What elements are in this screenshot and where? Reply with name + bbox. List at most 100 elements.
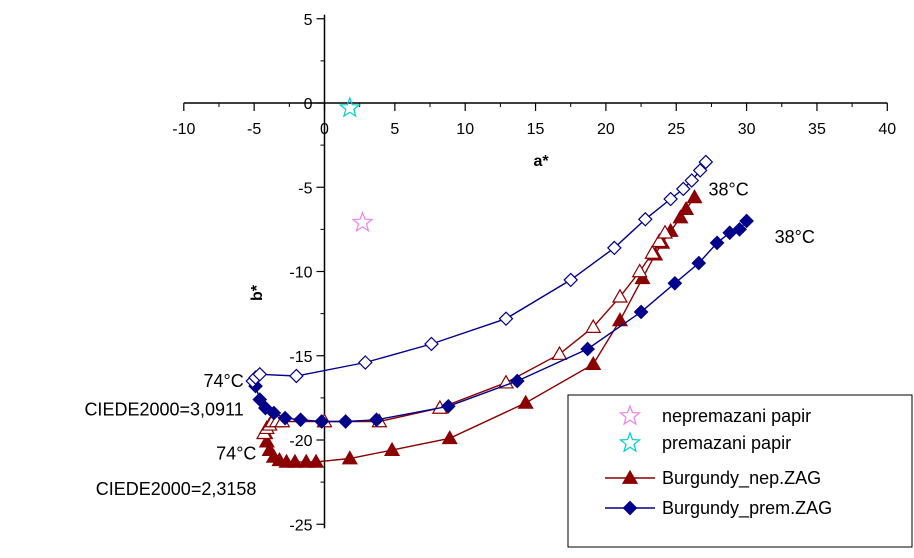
data-point <box>261 441 278 456</box>
data-point <box>686 189 703 204</box>
y-tick-label: -10 <box>289 265 312 282</box>
data-point <box>563 272 579 288</box>
legend-symbol <box>622 500 638 516</box>
data-point <box>606 240 622 256</box>
data-point <box>369 412 384 428</box>
data-point <box>551 345 568 360</box>
x-tick-label: 20 <box>597 121 615 138</box>
legend: nepremazani papir premazani papir Burgundy… <box>567 394 913 548</box>
legend-item-0: nepremazani papir <box>618 404 811 426</box>
data-point <box>314 414 330 429</box>
data-point <box>338 96 361 118</box>
y-tick-label: -25 <box>289 517 312 534</box>
data-point <box>633 304 649 320</box>
y-tick-label: -15 <box>289 349 312 366</box>
data-point <box>384 441 401 456</box>
data-point <box>498 311 514 327</box>
legend-label: premazani papir <box>662 433 791 453</box>
legend-item-1: premazani papir <box>618 431 791 453</box>
data-point <box>258 433 275 448</box>
data-point <box>722 225 738 241</box>
x-tick-label: 0 <box>320 121 329 138</box>
data-point <box>675 181 691 197</box>
series-5 <box>245 154 714 389</box>
data-point <box>580 341 595 357</box>
data-point <box>509 373 525 389</box>
data-point <box>357 355 373 370</box>
legend-item-2: Burgundy_nep.ZAG <box>605 468 821 489</box>
data-point <box>672 209 689 224</box>
data-point <box>611 288 629 303</box>
y-tick-label: -20 <box>289 433 312 450</box>
data-point <box>644 244 661 259</box>
data-point <box>441 430 458 445</box>
data-point <box>338 414 353 429</box>
data-point <box>265 448 282 463</box>
axes: -10 -5 0 5 10 15 20 25 30 35 40 5 0 -5 -10 -15 -20 -25 <box>172 12 896 535</box>
data-point <box>611 312 629 327</box>
x-tick-label: -5 <box>247 121 261 138</box>
annotation-label: CIEDE2000=3,0911 <box>84 400 243 420</box>
x-tick-label: 10 <box>456 121 474 138</box>
annotation-label: 74°C <box>204 371 244 391</box>
data-point <box>517 394 534 409</box>
data-point <box>709 235 725 251</box>
legend-label: nepremazani papir <box>662 406 811 426</box>
data-point <box>277 410 293 426</box>
y-tick-label: 5 <box>304 12 313 29</box>
data-point <box>252 392 268 407</box>
legend-label: Burgundy_nep.ZAG <box>662 468 821 489</box>
x-axis-title: a* <box>533 153 549 170</box>
annotations: 38°C 38°C 74°C CIEDE2000=3,0911 74°C CIEDE200… <box>84 179 814 499</box>
data-point <box>252 366 268 382</box>
legend-symbol <box>618 431 642 453</box>
data-point <box>692 163 708 178</box>
legend-label: Burgundy_prem.ZAG <box>662 498 832 519</box>
legend-symbol <box>618 404 642 426</box>
data-point <box>634 270 651 285</box>
data-point <box>341 450 358 465</box>
x-tick-label: 15 <box>527 121 545 138</box>
data-point <box>637 211 653 227</box>
data-point <box>663 191 678 207</box>
y-tick-label: 0 <box>304 96 313 113</box>
data-point <box>667 275 683 291</box>
y-axis-title: b* <box>249 284 266 301</box>
data-point <box>678 200 695 216</box>
data-point <box>656 224 674 239</box>
data-point <box>585 355 602 371</box>
data-point <box>631 263 648 278</box>
series-line <box>254 220 748 423</box>
data-point <box>308 453 325 468</box>
y-tick-label: -5 <box>298 180 312 197</box>
x-tick-label: 40 <box>878 121 896 138</box>
data-point <box>497 374 515 389</box>
data-point <box>739 213 754 229</box>
x-tick-label: 25 <box>667 121 685 138</box>
data-point <box>440 398 456 414</box>
series-1 <box>338 96 361 118</box>
series-0 <box>351 210 374 233</box>
annotation-label: CIEDE2000=2,3158 <box>96 479 257 499</box>
x-tick-label: -10 <box>172 121 195 138</box>
data-point <box>424 336 439 352</box>
annotation-label: 38°C <box>775 227 815 247</box>
legend-item-3: Burgundy_prem.ZAG <box>605 498 832 519</box>
data-point <box>351 210 374 233</box>
data-point <box>684 173 700 188</box>
data-point <box>698 154 714 170</box>
data-point <box>293 412 308 428</box>
data-point <box>691 255 707 271</box>
x-tick-label: 30 <box>738 121 756 138</box>
x-tick-label: 35 <box>808 121 826 138</box>
x-tick-label: 5 <box>390 121 399 138</box>
data-point <box>298 453 315 468</box>
annotation-label: 74°C <box>216 443 256 463</box>
series-layer <box>245 96 754 468</box>
annotation-label: 38°C <box>709 179 749 199</box>
legend-symbol <box>621 469 639 484</box>
data-point <box>258 400 273 416</box>
data-point <box>651 232 668 248</box>
